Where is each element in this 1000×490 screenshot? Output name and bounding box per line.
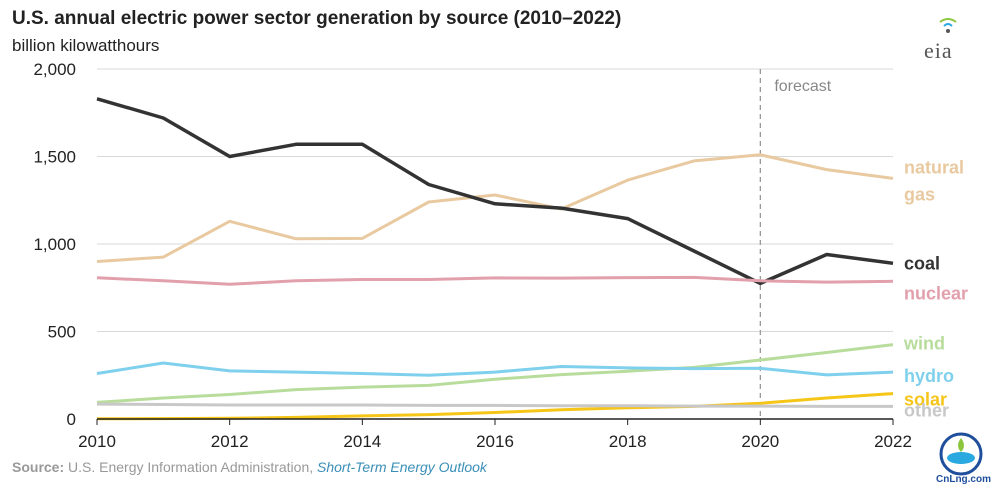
- x-tick-label: 2016: [476, 432, 514, 451]
- series-label-coal: coal: [904, 253, 940, 273]
- x-tick-label: 2020: [741, 432, 779, 451]
- y-tick-label: 1,500: [33, 148, 76, 167]
- x-tick-label: 2010: [78, 432, 116, 451]
- series-label-natural-gas: natural: [904, 157, 964, 177]
- series-lines: [96, 97, 894, 421]
- eia-logo-text: eia: [924, 38, 953, 63]
- series-label-other: other: [904, 400, 949, 420]
- chart-axes: 0 500 1,000 1,500 2,000 2010 2012 2014 2016 2018 2…: [33, 60, 911, 451]
- y-tick-label: 500: [48, 323, 76, 342]
- series-line-other: [96, 402, 893, 408]
- series-label-wind: wind: [903, 334, 945, 354]
- source-note: Source: U.S. Energy Information Administ…: [12, 459, 487, 475]
- x-tick-label: 2014: [343, 432, 381, 451]
- chart-grid: [97, 68, 893, 332]
- eia-logo: eia: [918, 16, 978, 66]
- chart-units-label: billion kilowatthours: [12, 36, 160, 55]
- watermark-logo: CnLng.com: [924, 430, 998, 488]
- series-line-hydro: [96, 361, 894, 377]
- source-publication-link[interactable]: Short-Term Energy Outlook: [317, 459, 487, 475]
- series-line-nuclear: [96, 275, 894, 286]
- y-tick-label: 0: [67, 410, 76, 429]
- watermark-text: CnLng.com: [936, 474, 991, 485]
- y-tick-label: 1,000: [33, 235, 76, 254]
- series-line-wind: [96, 343, 894, 404]
- x-tick-label: 2012: [211, 432, 249, 451]
- eia-logo-mark-icon: [939, 18, 957, 33]
- source-label: Source:: [12, 459, 65, 475]
- line-chart: forecast 0 500 1,000 1,500 2,000 2010 2012 2014…: [33, 60, 968, 451]
- watermark-icon: [939, 432, 983, 476]
- series-label-solar: solar: [904, 390, 947, 410]
- chart-title: U.S. annual electric power sector genera…: [12, 8, 622, 29]
- source-text: U.S. Energy Information Administration,: [64, 459, 318, 475]
- series-line-natural-gas: [96, 153, 894, 263]
- forecast-annotation: forecast: [774, 78, 831, 95]
- series-label-hydro: hydro: [904, 366, 954, 386]
- series-line-coal: [96, 97, 894, 286]
- series-label-nuclear: nuclear: [904, 283, 968, 303]
- series-label-natural-gas: gas: [904, 184, 935, 204]
- y-tick-label: 2,000: [33, 60, 76, 79]
- x-tick-label: 2022: [874, 432, 912, 451]
- x-tick-label: 2018: [609, 432, 647, 451]
